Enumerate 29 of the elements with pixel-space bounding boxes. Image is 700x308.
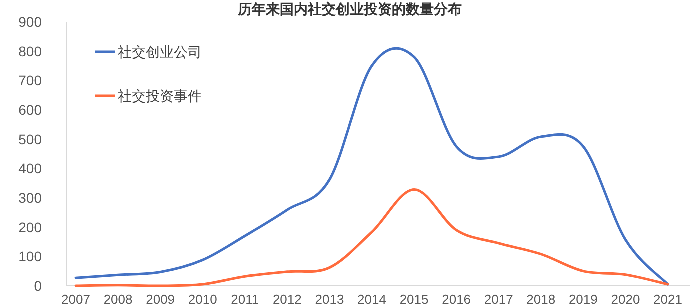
y-tick-label: 600	[18, 102, 42, 118]
line-series	[74, 188, 670, 288]
legend-label: 社交创业公司	[118, 44, 202, 60]
x-tick-label: 2019	[568, 292, 598, 307]
y-tick-label: 0	[34, 278, 42, 294]
y-tick-label: 800	[18, 43, 42, 60]
legend-label: 社交投资事件	[118, 88, 202, 104]
x-tick-label: 2021	[654, 292, 682, 307]
x-tick-label: 2010	[188, 292, 218, 307]
x-tick-label: 2014	[358, 292, 386, 307]
y-tick-label: 900	[18, 14, 42, 30]
x-tick-label: 2012	[272, 292, 302, 307]
y-tick-label: 200	[18, 219, 42, 236]
y-tick-label: 400	[18, 160, 42, 177]
x-tick-label: 2011	[231, 292, 260, 307]
x-tick-label: 2018	[526, 292, 556, 307]
x-tick-label: 2009	[146, 292, 176, 307]
chart-title: 历年来国内社交创业投资的数量分布	[237, 1, 462, 17]
x-tick-label: 2016	[442, 292, 472, 307]
y-tick-label: 300	[18, 190, 42, 206]
x-tick-label: 2020	[611, 292, 640, 307]
y-tick-label: 700	[18, 72, 42, 89]
y-tick-label: 500	[18, 131, 42, 148]
x-tick-label: 2007	[62, 292, 90, 307]
x-tick-label: 2017	[484, 292, 514, 307]
x-tick-label: 2008	[104, 292, 133, 307]
x-tick-label: 2013	[315, 292, 344, 307]
y-tick-label: 100	[18, 248, 42, 265]
x-tick-label: 2015	[400, 292, 429, 307]
